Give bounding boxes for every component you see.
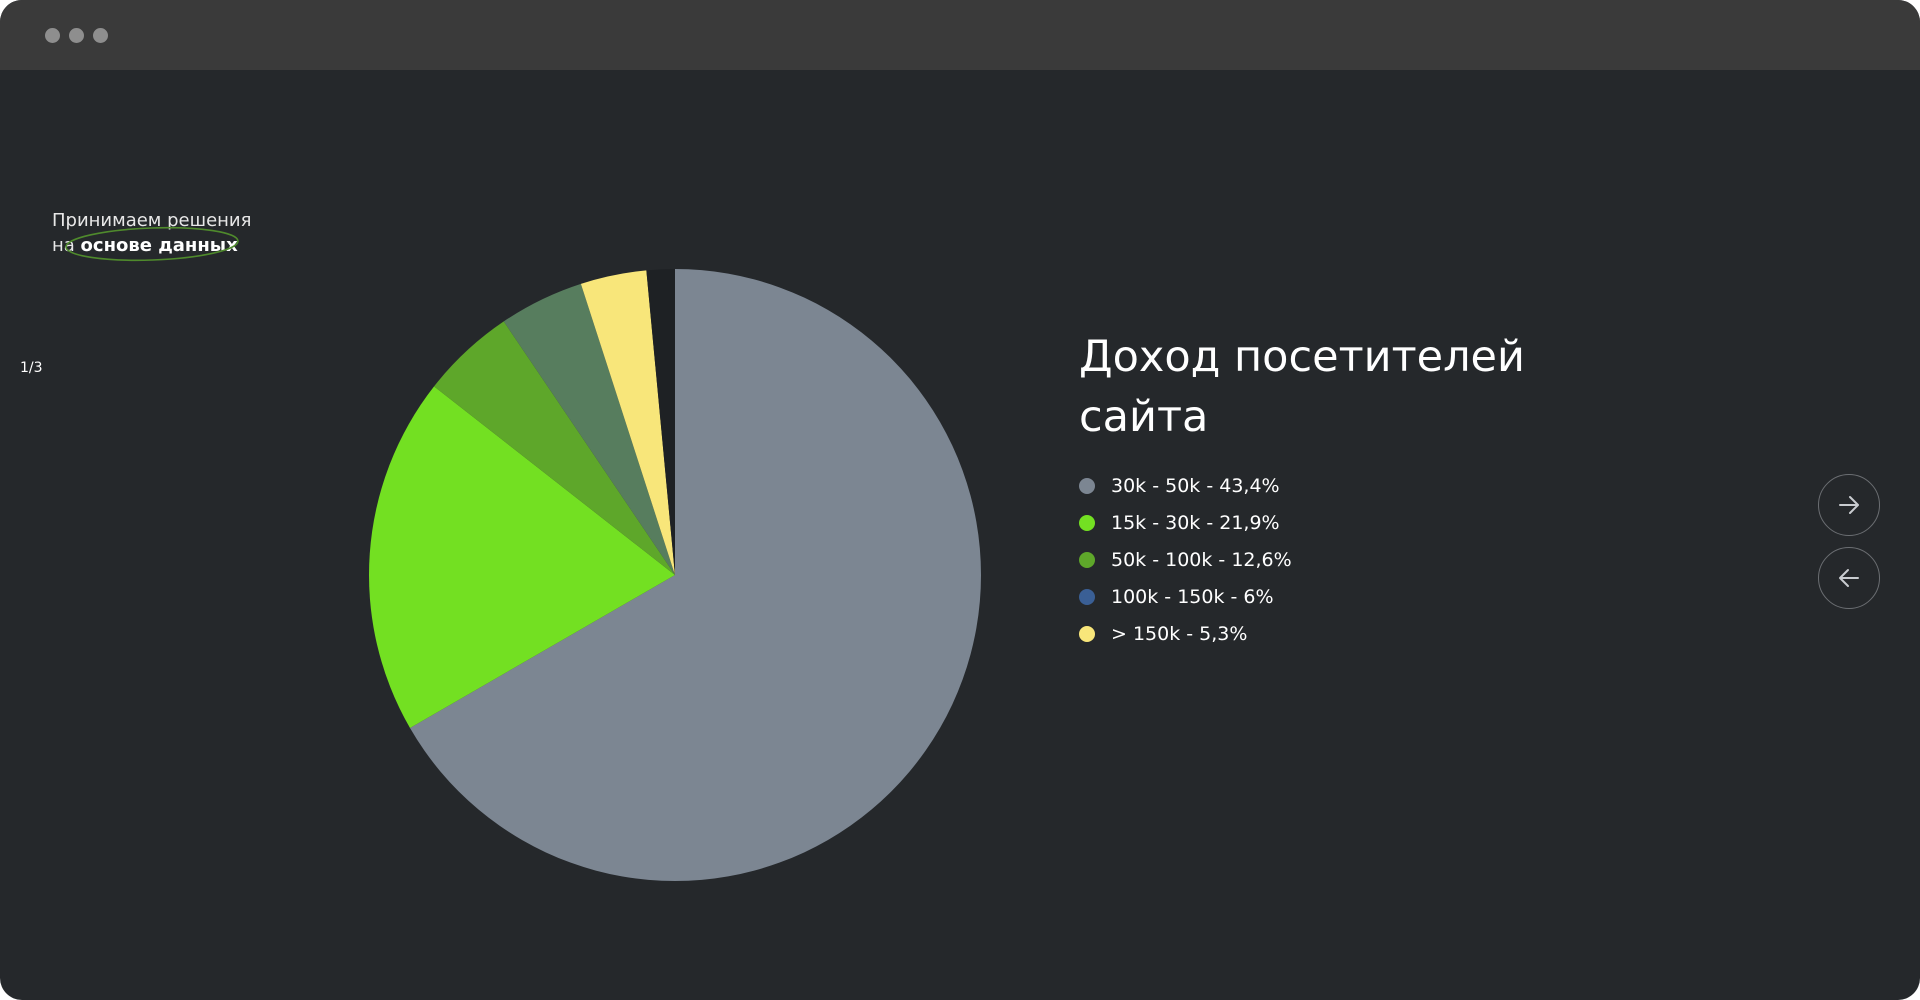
pie-slice xyxy=(580,270,675,575)
chart-title: Доход посетителей сайта xyxy=(1079,332,1525,442)
legend-item: 50k - 100k - 12,6% xyxy=(1079,541,1292,578)
legend-label: > 150k - 5,3% xyxy=(1111,622,1248,645)
tagline-highlight: основе данных xyxy=(80,235,238,256)
next-slide-button[interactable] xyxy=(1818,474,1880,536)
pie-slice xyxy=(434,321,675,575)
legend-label: 50k - 100k - 12,6% xyxy=(1111,548,1292,571)
arrow-left-icon xyxy=(1839,569,1859,587)
legend-label: 100k - 150k - 6% xyxy=(1111,585,1274,608)
pie-chart xyxy=(369,269,982,882)
tagline-line-1: Принимаем решения xyxy=(52,210,252,231)
window-control-dot[interactable] xyxy=(45,28,60,43)
chart-legend: 30k - 50k - 43,4% 15k - 30k - 21,9% 50k - … xyxy=(1079,467,1292,652)
legend-item: 100k - 150k - 6% xyxy=(1079,578,1292,615)
legend-label: 15k - 30k - 21,9% xyxy=(1111,511,1280,534)
tagline: Принимаем решения на основе данных xyxy=(52,208,251,258)
legend-swatch xyxy=(1079,477,1095,494)
legend-swatch xyxy=(1079,588,1095,605)
window-titlebar xyxy=(0,0,1920,70)
legend-swatch xyxy=(1079,625,1095,642)
highlight-ring-icon xyxy=(65,226,239,262)
window-control-dot[interactable] xyxy=(93,28,108,43)
legend-item: 15k - 30k - 21,9% xyxy=(1079,504,1292,541)
pie-slice xyxy=(646,269,675,575)
legend-item: > 150k - 5,3% xyxy=(1079,615,1292,652)
window-control-dot[interactable] xyxy=(69,28,84,43)
legend-item: 30k - 50k - 43,4% xyxy=(1079,467,1292,504)
legend-label: 30k - 50k - 43,4% xyxy=(1111,474,1280,497)
legend-swatch xyxy=(1079,514,1095,531)
pie-slice xyxy=(503,283,675,575)
pie-slice xyxy=(369,386,675,728)
slide-counter: 1/3 xyxy=(20,360,43,376)
prev-slide-button[interactable] xyxy=(1818,547,1880,609)
arrow-right-icon xyxy=(1839,496,1859,514)
legend-swatch xyxy=(1079,551,1095,568)
pie-slice xyxy=(410,269,982,882)
